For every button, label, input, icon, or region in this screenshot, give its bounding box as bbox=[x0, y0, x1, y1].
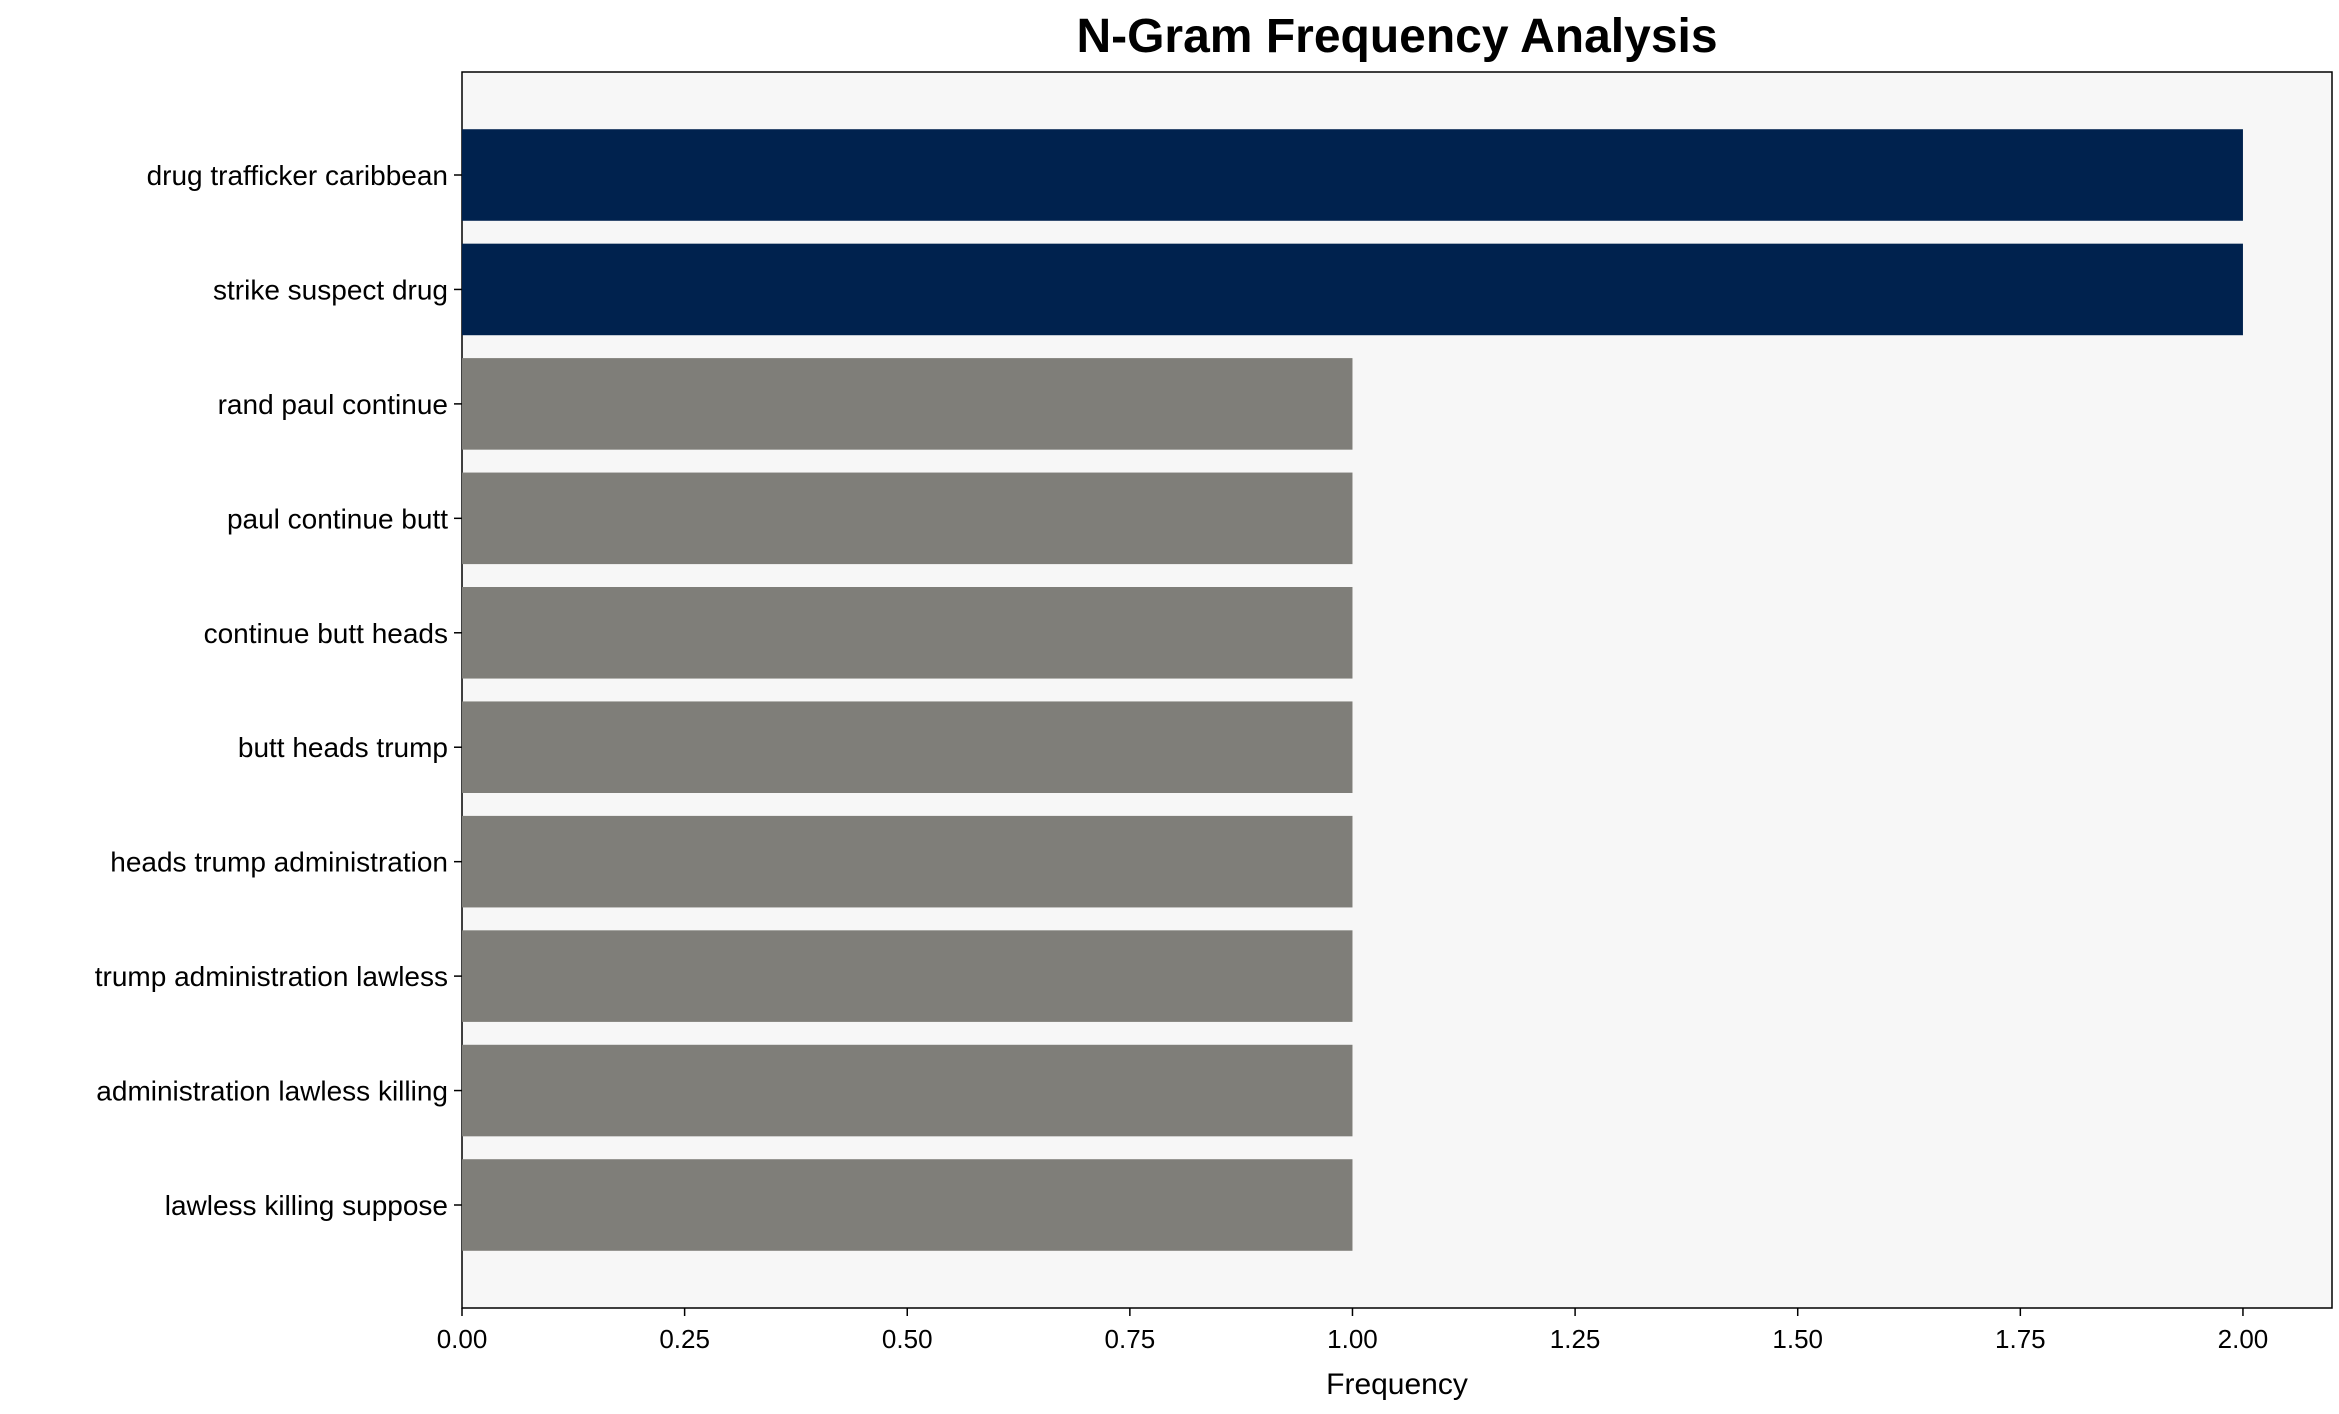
x-tick-label: 1.25 bbox=[1550, 1324, 1601, 1354]
bar bbox=[462, 243, 2243, 336]
y-tick-label: continue butt heads bbox=[204, 618, 448, 649]
bar bbox=[462, 815, 1353, 908]
chart-title: N-Gram Frequency Analysis bbox=[1076, 10, 1717, 63]
y-tick-label: administration lawless killing bbox=[96, 1076, 448, 1107]
x-tick-label: 0.00 bbox=[437, 1324, 488, 1354]
y-tick-label: heads trump administration bbox=[110, 847, 448, 878]
y-tick-label: lawless killing suppose bbox=[165, 1190, 448, 1221]
x-tick-label: 1.00 bbox=[1327, 1324, 1378, 1354]
bar bbox=[462, 701, 1353, 793]
y-tick-label: drug trafficker caribbean bbox=[147, 160, 448, 191]
y-tick-label: butt heads trump bbox=[238, 732, 448, 763]
y-tick-label: rand paul continue bbox=[218, 389, 448, 420]
x-axis-label: Frequency bbox=[1326, 1368, 1468, 1401]
bar bbox=[462, 930, 1353, 1022]
x-tick-label: 1.75 bbox=[1995, 1324, 2046, 1354]
x-tick-label: 0.25 bbox=[659, 1324, 710, 1354]
bar bbox=[462, 1159, 1353, 1251]
x-tick-label: 0.75 bbox=[1105, 1324, 1156, 1354]
y-tick-label: trump administration lawless bbox=[95, 961, 448, 992]
y-tick-label: strike suspect drug bbox=[213, 274, 448, 305]
x-tick-label: 0.50 bbox=[882, 1324, 933, 1354]
bar bbox=[462, 587, 1353, 679]
bar bbox=[462, 129, 2243, 221]
bar bbox=[462, 1044, 1353, 1137]
bar bbox=[462, 472, 1353, 565]
x-tick-label: 1.50 bbox=[1772, 1324, 1823, 1354]
x-tick-label: 2.00 bbox=[2218, 1324, 2269, 1354]
bar bbox=[462, 358, 1353, 450]
y-tick-label: paul continue butt bbox=[227, 503, 448, 534]
